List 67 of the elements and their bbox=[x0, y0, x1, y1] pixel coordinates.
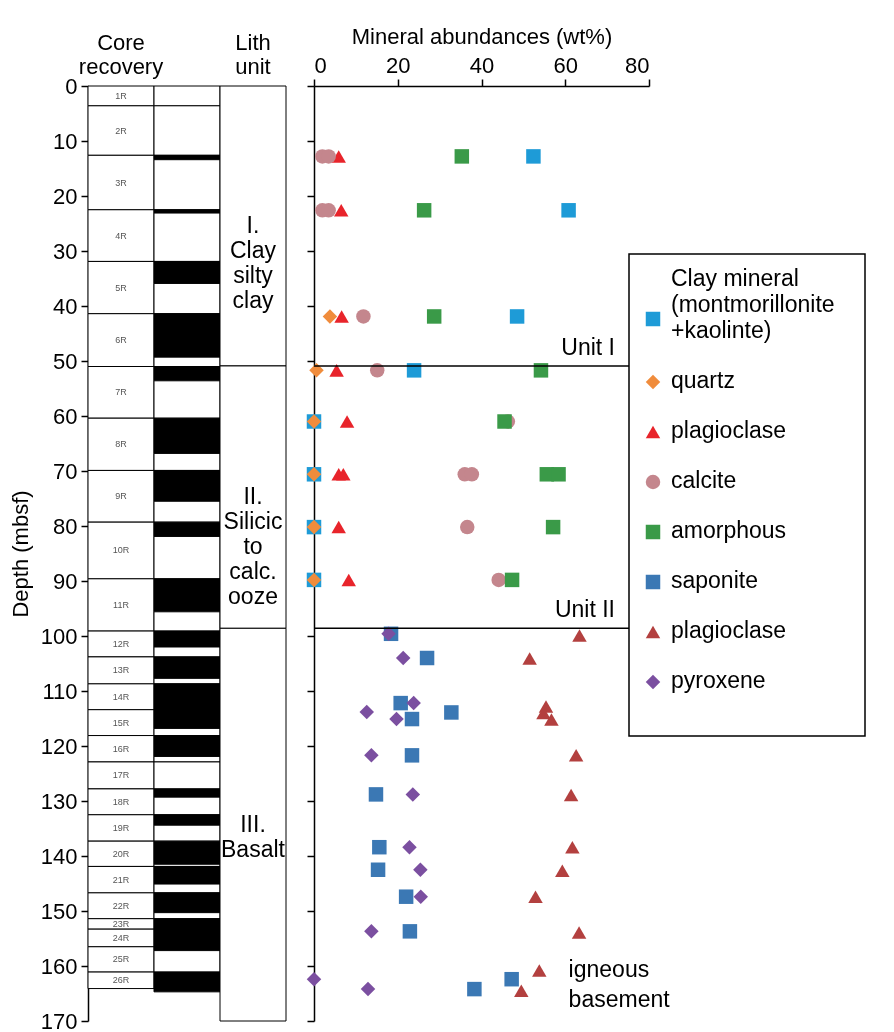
series-label: 20R bbox=[112, 848, 130, 859]
annotation: igneous basement bbox=[568, 956, 671, 1012]
series-label: 8R bbox=[115, 439, 128, 450]
series-label: 9R bbox=[115, 491, 128, 502]
y-tick-label: 170 bbox=[40, 1008, 78, 1032]
series-label: 1R bbox=[115, 90, 128, 101]
y-tick-label: 10 bbox=[53, 128, 78, 154]
y-tick-label: 150 bbox=[40, 898, 78, 924]
series-label: 17R bbox=[112, 770, 130, 781]
series-label: I. Clay silty clay bbox=[229, 211, 277, 313]
series-label: 16R bbox=[112, 743, 130, 754]
category-label: Core recovery bbox=[78, 29, 164, 79]
x-tick-label: 80 bbox=[625, 52, 650, 78]
y-axis-title: Depth (mbsf) bbox=[7, 490, 33, 618]
series-label: 21R bbox=[112, 874, 130, 885]
series-label: 22R bbox=[112, 900, 130, 911]
series-label: 25R bbox=[112, 954, 130, 965]
y-tick-label: 40 bbox=[53, 293, 78, 319]
y-tick-label: 130 bbox=[40, 788, 78, 814]
series-label: 23R bbox=[112, 918, 130, 929]
y-tick-label: 140 bbox=[40, 843, 78, 869]
series-label: 6R bbox=[115, 335, 128, 346]
series-label: 4R bbox=[115, 230, 128, 241]
series-label: 18R bbox=[112, 796, 130, 807]
series-label: III. Basalt bbox=[221, 810, 286, 862]
x-tick-label: 20 bbox=[386, 52, 411, 78]
category-label: Lith unit bbox=[235, 29, 271, 79]
x-axis-title: Mineral abundances (wt%) bbox=[351, 23, 613, 49]
x-tick-label: 0 bbox=[314, 52, 327, 78]
x-tick-label: 40 bbox=[469, 52, 495, 78]
series-label: 10R bbox=[112, 545, 130, 556]
y-tick-label: 80 bbox=[53, 513, 78, 539]
series-label: 19R bbox=[112, 822, 130, 833]
legend-label: pyroxene bbox=[671, 667, 766, 693]
series-label: 14R bbox=[112, 691, 130, 702]
ref-line-label: Unit II bbox=[554, 596, 615, 623]
y-tick-label: 30 bbox=[53, 238, 78, 264]
series-label: 7R bbox=[115, 387, 128, 398]
series-label: 2R bbox=[115, 125, 128, 136]
series-label: 5R bbox=[115, 282, 128, 293]
series-label: 12R bbox=[112, 638, 130, 649]
legend-label: plagioclase bbox=[671, 617, 787, 643]
y-tick-label: 100 bbox=[40, 623, 78, 649]
series-label: 24R bbox=[112, 932, 130, 943]
ref-line-label: Unit I bbox=[561, 333, 615, 360]
legend-label: Clay mineral (montmorillonite +kaolinte) bbox=[671, 265, 835, 343]
y-tick-label: 160 bbox=[40, 953, 78, 979]
legend-label: calcite bbox=[671, 467, 737, 493]
legend-label: quartz bbox=[671, 367, 735, 393]
y-tick-label: 70 bbox=[53, 458, 78, 484]
y-tick-label: 90 bbox=[53, 568, 78, 594]
series-label: 13R bbox=[112, 665, 130, 676]
series-label: 15R bbox=[112, 717, 130, 728]
y-tick-label: 110 bbox=[42, 678, 78, 704]
series-label: 26R bbox=[112, 975, 130, 986]
y-tick-label: 60 bbox=[53, 403, 78, 429]
y-tick-label: 120 bbox=[40, 733, 78, 759]
series-label: 3R bbox=[115, 177, 128, 188]
legend-label: saponite bbox=[671, 567, 758, 593]
y-tick-label: 50 bbox=[53, 348, 78, 374]
legend-label: amorphous bbox=[671, 517, 787, 543]
legend-label: plagioclase bbox=[671, 417, 787, 443]
x-tick-label: 60 bbox=[553, 52, 578, 78]
series-label: II. Silicic to calc. ooze bbox=[223, 483, 283, 610]
y-tick-label: 20 bbox=[53, 183, 78, 209]
series-label: 11R bbox=[113, 599, 130, 610]
y-tick-label: 0 bbox=[65, 73, 78, 99]
